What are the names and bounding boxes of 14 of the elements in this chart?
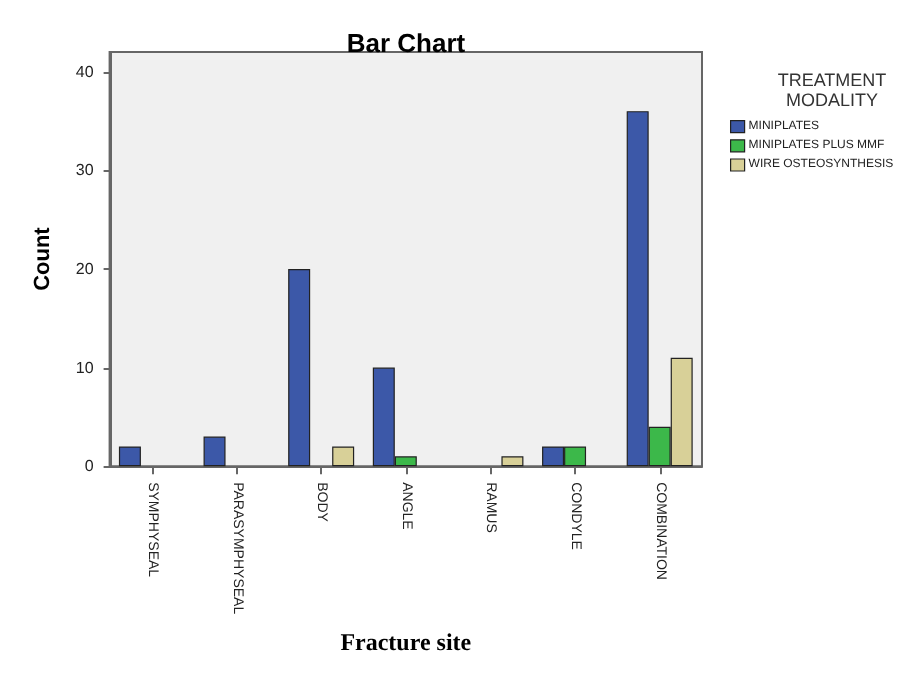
y-tick-label: 0 xyxy=(84,457,95,476)
y-tick-label: 40 xyxy=(75,62,95,81)
y-tick-label: 30 xyxy=(75,161,95,180)
bar xyxy=(288,268,311,467)
bar xyxy=(501,456,524,467)
chart-title: Bar Chart xyxy=(346,28,467,58)
bar xyxy=(203,436,226,467)
y-tick-label: 20 xyxy=(75,259,95,278)
bar xyxy=(332,446,355,467)
legend-title: TREATMENT MODALITY xyxy=(777,70,888,110)
y-axis-title: Count xyxy=(31,226,55,291)
x-axis-title: Fracture site xyxy=(340,628,473,656)
bar xyxy=(118,446,141,467)
y-tick-label: 10 xyxy=(75,358,95,377)
